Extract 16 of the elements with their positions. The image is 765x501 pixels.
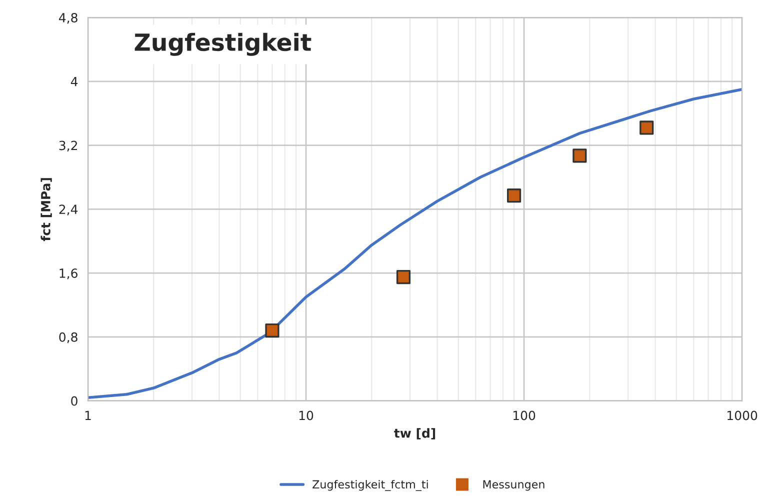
- y-tick-label: 3,2: [59, 140, 77, 152]
- y-tick-label: 0: [71, 396, 78, 406]
- x-axis-title: tw [d]: [394, 428, 436, 440]
- text: Zugfestigkeit: [134, 32, 312, 56]
- y-tick-label: 4: [70, 77, 78, 86]
- legend-label: Zugfestigkeit_fctm_ti: [312, 480, 428, 491]
- y-tick-label: 2,4: [59, 204, 78, 216]
- y-tick-label: 0,8: [59, 332, 78, 344]
- x-tick-label: 100: [513, 410, 536, 420]
- y-tick-label: 4,8: [58, 13, 78, 24]
- x-tick-label: 10: [299, 410, 314, 420]
- legend-label: Messungen: [483, 480, 544, 491]
- y-tick-label: 1,6: [60, 268, 78, 280]
- x-tick-label: 1000: [728, 410, 758, 420]
- y-axis-title: fct [MPa]: [40, 178, 52, 242]
- x-tick-label: 1: [85, 410, 91, 420]
